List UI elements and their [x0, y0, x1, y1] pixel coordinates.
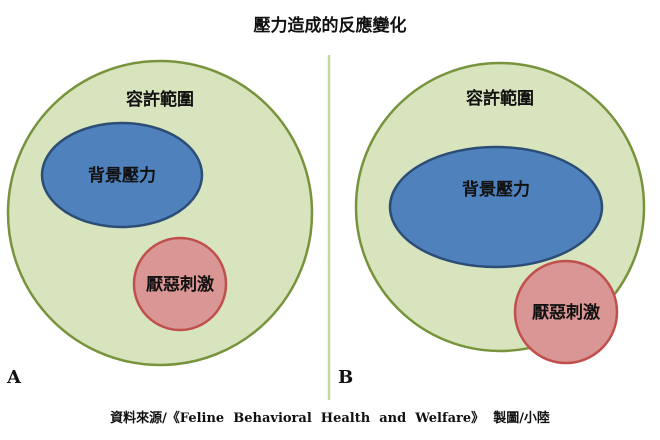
tolerance-range-label-b: 容許範圍	[466, 88, 534, 109]
panel-a: 容許範圍 背景壓力 厭惡刺激	[6, 59, 314, 367]
aversive-stimulus-circle-b	[513, 259, 619, 365]
aversive-stimulus-circle-a	[132, 236, 228, 332]
tolerance-range-label-a: 容許範圍	[126, 89, 194, 110]
background-stress-ellipse-a	[40, 121, 204, 229]
source-credit: 資料來源/《Feline Behavioral Health and Welfa…	[110, 411, 550, 426]
background-stress-label-b: 背景壓力	[462, 179, 530, 200]
aversive-stimulus-label-b: 厭惡刺激	[532, 302, 600, 323]
aversive-stimulus-label-a: 厭惡刺激	[146, 274, 214, 295]
background-stress-ellipse-b	[388, 145, 604, 269]
diagram-title: 壓力造成的反應變化	[253, 16, 407, 36]
panel-letter-b: B	[338, 367, 354, 388]
panel-b: 容許範圍 背景壓力 厭惡刺激	[354, 61, 646, 365]
background-stress-label-a: 背景壓力	[88, 165, 156, 186]
panel-letter-a: A	[7, 367, 21, 388]
